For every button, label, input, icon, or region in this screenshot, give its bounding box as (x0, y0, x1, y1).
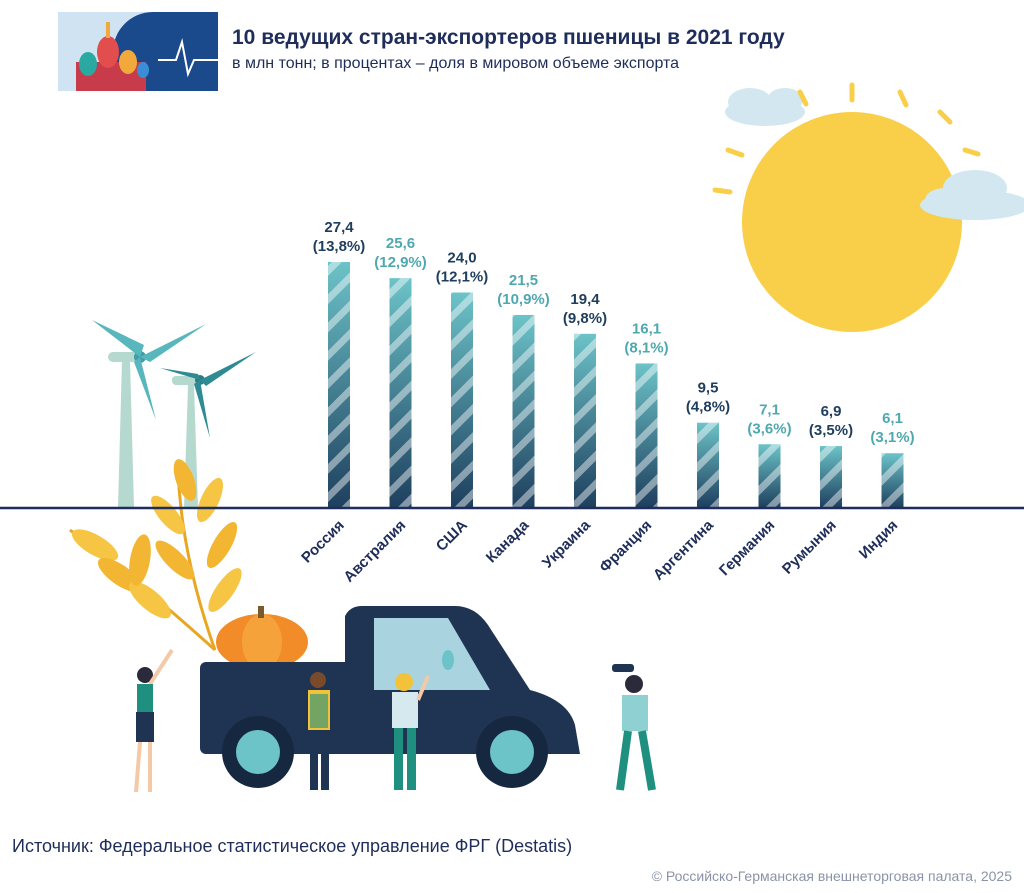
share-label: (4,8%) (686, 399, 730, 416)
category-label: Австралия (340, 517, 409, 586)
share-label: (3,6%) (747, 420, 791, 437)
bars (328, 262, 904, 508)
bar-stripes (574, 333, 596, 508)
category-label: Россия (298, 517, 348, 567)
category-label: США (433, 517, 471, 555)
bar-stripes (389, 278, 412, 508)
bar-stripes (758, 444, 781, 508)
value-label: 25,6 (386, 235, 415, 252)
pumpkin-icon (216, 606, 308, 670)
value-label: 7,1 (759, 401, 780, 418)
cloud-icon (725, 88, 805, 126)
bar-stripes (881, 453, 904, 508)
chart-subtitle: в млн тонн; в процентах – доля в мировом… (232, 55, 680, 72)
share-label: (10,9%) (497, 291, 550, 308)
category-label: Германия (716, 517, 778, 579)
share-label: (9,8%) (563, 310, 607, 327)
bar-stripes (635, 363, 658, 508)
value-label: 21,5 (509, 272, 538, 289)
person-icon (308, 672, 330, 790)
copyright: © Российско-Германская внешнеторговая па… (651, 868, 1012, 884)
share-label: (13,8%) (313, 238, 366, 255)
value-label: 19,4 (570, 291, 600, 308)
share-label: (3,5%) (809, 422, 853, 439)
bar-stripes (820, 446, 842, 508)
person-icon (392, 673, 430, 790)
sun-icon (712, 82, 981, 332)
value-label: 27,4 (324, 219, 354, 236)
category-label: Украина (539, 516, 594, 571)
person-icon (612, 664, 656, 791)
source-note: Источник: Федеральное статистическое упр… (12, 836, 573, 856)
bar-stripes (512, 314, 535, 508)
wind-turbine-icon (92, 320, 206, 508)
share-label: (3,1%) (870, 429, 914, 446)
share-label: (8,1%) (624, 339, 668, 356)
share-label: (12,9%) (374, 254, 427, 271)
value-label: 24,0 (447, 250, 476, 267)
value-label: 16,1 (632, 320, 661, 337)
share-label: (12,1%) (436, 269, 489, 286)
cloud-icon (920, 170, 1024, 220)
bar-stripes (328, 262, 350, 508)
bar-stripes (697, 422, 719, 508)
logo (58, 12, 218, 91)
category-label: Румыния (779, 517, 840, 578)
category-label: Канада (483, 516, 533, 566)
bar-stripes (451, 292, 473, 508)
category-label: Аргентина (650, 516, 717, 583)
chart-title: 10 ведущих стран-экспортеров пшеницы в 2… (232, 26, 785, 49)
category-label: Франция (596, 517, 655, 576)
person-icon (134, 648, 174, 793)
value-label: 9,5 (698, 380, 719, 397)
wheat-icon (69, 459, 242, 652)
category-label: Индия (856, 517, 901, 562)
value-label: 6,9 (821, 403, 842, 420)
wind-turbine-icon (160, 352, 256, 508)
value-label: 6,1 (882, 410, 903, 427)
